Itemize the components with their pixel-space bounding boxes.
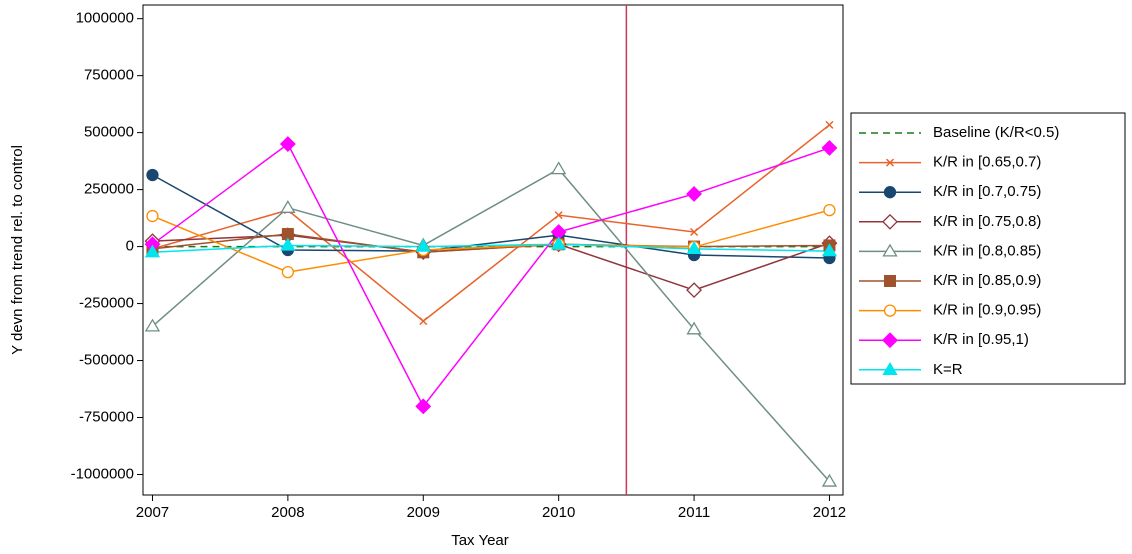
plot-frame: [142, 4, 844, 496]
marker: [280, 237, 296, 251]
marker: [883, 186, 897, 199]
marker: [280, 200, 296, 213]
marker: [686, 321, 702, 335]
series-line: [152, 243, 830, 254]
legend-label: K=R: [933, 361, 963, 378]
marker: [884, 275, 896, 287]
marker: [823, 203, 836, 217]
marker: [144, 318, 161, 332]
marker: [825, 120, 834, 129]
marker: [686, 186, 702, 202]
legend-label: K/R in [0.9,0.95): [933, 302, 1041, 319]
marker: [882, 362, 898, 375]
marker: [554, 211, 563, 220]
legend: Baseline (K/R<0.5) K/R in [0.65,0.7) K/R i…: [850, 112, 1126, 385]
marker: [882, 213, 898, 230]
x-tick-label: 2011: [678, 504, 710, 521]
x-tick-label: 2009: [407, 504, 440, 521]
y-tick-label: 250000: [84, 181, 134, 198]
marker: [144, 244, 161, 258]
marker: [821, 473, 838, 487]
y-tick-label: 0: [126, 238, 134, 255]
marker: [690, 227, 699, 237]
marker: [281, 265, 295, 279]
legend-label: K/R in [0.8,0.85): [933, 242, 1041, 259]
series-line: [152, 142, 830, 408]
legend-label: Baseline (K/R<0.5): [933, 124, 1059, 141]
y-tick-label: -1000000: [71, 465, 134, 482]
marker: [686, 282, 702, 299]
marker: [551, 236, 567, 250]
series-line: [152, 174, 830, 259]
legend-label: K/R in [0.95,1): [933, 331, 1029, 348]
y-tick-label: 500000: [84, 124, 134, 141]
y-tick-label: 750000: [84, 67, 134, 84]
marker: [686, 241, 702, 255]
series-line: [151, 168, 831, 483]
x-axis-label: Tax Year: [451, 532, 509, 549]
marker: [419, 317, 428, 326]
marker: [415, 238, 431, 252]
y-axis-label: Y devn from trend rel. to control: [9, 145, 26, 355]
series-line: [152, 209, 830, 273]
y-tick-label: -750000: [79, 408, 134, 425]
marker: [146, 209, 159, 223]
marker: [551, 161, 567, 175]
x-tick-label: 2012: [813, 504, 846, 521]
marker: [885, 158, 895, 167]
marker: [821, 243, 838, 257]
series-line: [152, 124, 830, 323]
series-line: [152, 233, 830, 254]
y-tick-label: -250000: [79, 295, 134, 312]
y-tick-label: 1000000: [76, 10, 134, 27]
legend-label: K/R in [0.65,0.7): [933, 154, 1041, 171]
marker: [882, 332, 898, 349]
marker: [883, 304, 897, 317]
y-tick-label: -500000: [79, 352, 134, 369]
x-tick-label: 2010: [542, 504, 575, 521]
legend-box: [850, 112, 1126, 385]
marker: [882, 243, 898, 257]
marker: [415, 398, 432, 415]
legend-label: K/R in [0.7,0.75): [933, 183, 1041, 200]
marker: [146, 168, 159, 182]
marker: [279, 136, 296, 152]
x-tick-label: 2008: [271, 504, 304, 521]
legend-label: K/R in [0.75,0.8): [933, 213, 1041, 230]
legend-label: K/R in [0.85,0.9): [933, 272, 1041, 289]
marker: [821, 139, 838, 156]
x-tick-label: 2007: [136, 504, 169, 521]
